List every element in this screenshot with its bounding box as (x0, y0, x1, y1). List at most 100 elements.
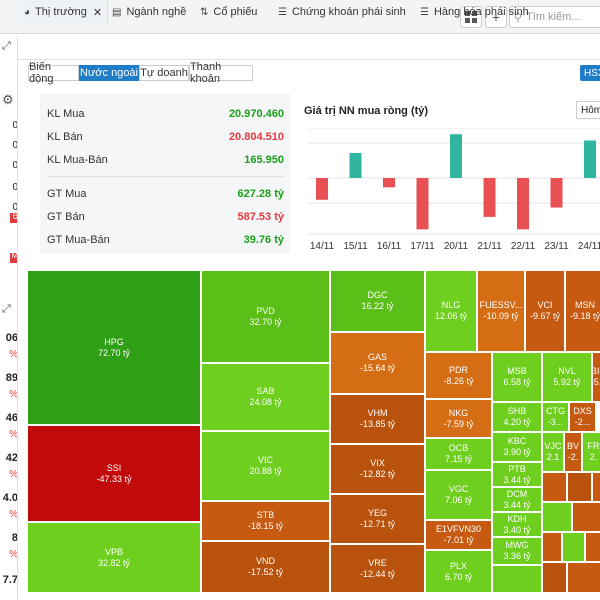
heatmap-cell-dxs[interactable]: DXS -2... (569, 402, 596, 432)
gear-icon[interactable]: ⚙ (2, 92, 14, 107)
heatmap-cell-sab[interactable]: SAB 24.08 tỷ (201, 363, 330, 431)
heatmap-cell-vhm[interactable]: VHM -13.85 tỷ (330, 394, 425, 444)
heatmap-value: -10.09 tỷ (483, 311, 519, 321)
heatmap-cell-bid[interactable]: BID-5.0 (592, 352, 600, 402)
heatmap-ticker: DXS (573, 406, 592, 416)
heatmap-value: 3.40 tỷ (503, 524, 531, 535)
heatmap-cell-ptb[interactable]: PTB 3.44 tỷ (492, 462, 542, 487)
heatmap-cell-gas[interactable]: GAS -15.64 tỷ (330, 332, 425, 394)
expand-icon[interactable]: ⤢ (2, 40, 11, 52)
heatmap-cell-vpb[interactable]: VPB 32.82 tỷ (27, 522, 201, 593)
heatmap-cell-small[interactable] (567, 472, 592, 502)
heatmap-cell-nlg[interactable]: NLG 12.06 tỷ (425, 270, 477, 352)
heatmap-cell-ctg[interactable]: CTG -3... (542, 402, 569, 432)
heatmap-cell-small[interactable] (542, 532, 562, 562)
heatmap-cell-ssi[interactable]: SSI -47.33 tỷ (27, 425, 201, 522)
heatmap-value: 7.06 tỷ (444, 495, 473, 505)
heatmap-cell-pvd[interactable]: PVD 32.70 tỷ (201, 270, 330, 363)
left-value: % (9, 429, 18, 440)
left-value: 4.0 (2, 492, 18, 504)
net-buy-chart (308, 128, 600, 235)
chart-bar (517, 178, 529, 230)
heatmap-cell-small[interactable] (542, 472, 567, 502)
add-icon[interactable]: + (485, 6, 507, 28)
left-value: 0 (12, 202, 18, 213)
tab-co-phieu[interactable]: ⇅ Cổ phiếu (200, 6, 258, 18)
exchange-select[interactable]: HSX (580, 65, 600, 81)
heatmap-cell-nvl[interactable]: NVL 5.92 tỷ (542, 352, 592, 402)
heatmap-cell-vre[interactable]: VRE -12.44 tỷ (330, 544, 425, 593)
heatmap-cell-small[interactable] (562, 532, 585, 562)
heatmap-value: -18.15 tỷ (247, 521, 284, 531)
heatmap-value: 32.82 tỷ (97, 557, 131, 568)
heatmap-cell-hpg[interactable]: HPG 72.70 tỷ (27, 270, 201, 425)
heatmap-ticker: HPG (104, 336, 124, 347)
left-value: 0 (12, 160, 18, 171)
heatmap-cell-vic[interactable]: VIC 20.88 tỷ (201, 431, 330, 501)
heatmap-cell-nkg[interactable]: NKG -7.59 tỷ (425, 399, 492, 438)
tab-chung-khoan-phai-sinh[interactable]: ☰ Chứng khoán phái sinh (278, 6, 406, 18)
tab-hang-hoa-phai-sinh[interactable]: ☰ Hàng hóa phái sinh (420, 6, 529, 18)
subtab-bien-dong[interactable]: Biến động (28, 61, 79, 85)
heatmap-ticker: BV (566, 441, 579, 451)
heatmap-ticker: OCB (448, 443, 469, 453)
chart-bar (383, 178, 395, 188)
heatmap-cell-small[interactable] (542, 562, 567, 593)
close-icon[interactable]: ✕ (92, 6, 103, 19)
heatmap-ticker: SSI (106, 462, 122, 473)
subtab-tu-doanh[interactable]: Tự doanh (139, 65, 189, 81)
heatmap-cell-shb[interactable]: SHB 4.20 tỷ (492, 402, 542, 432)
left-value: 0 (12, 140, 18, 151)
heatmap-ticker: MSN (575, 300, 595, 310)
heatmap-cell-kdh[interactable]: KDH 3.40 tỷ (492, 512, 542, 537)
heatmap-cell-fuessv[interactable]: FUESSV... -10.09 tỷ (477, 270, 525, 352)
stats-panel (40, 93, 290, 253)
search-input[interactable]: ⚲ Tìm kiếm... (509, 6, 600, 28)
search-placeholder: Tìm kiếm... (526, 11, 581, 23)
heatmap-cell-vgc[interactable]: VGC 7.06 tỷ (425, 470, 492, 520)
heatmap-cell-vjc[interactable]: VJC 2.1 (542, 432, 564, 472)
heatmap-cell-e1vfvn30[interactable]: E1VFVN30 -7.01 tỷ (425, 520, 492, 550)
heatmap-cell-vnd[interactable]: VND -17.52 tỷ (201, 541, 330, 593)
chart-bar (550, 178, 563, 208)
heatmap-cell-fr[interactable]: FR 2. (582, 432, 600, 472)
heatmap-cell-small[interactable] (542, 502, 572, 532)
heatmap-cell-vci[interactable]: VCI -9.67 tỷ (525, 270, 565, 352)
left-value: 46 (5, 412, 18, 424)
heatmap-cell-bv[interactable]: BV -2. (564, 432, 582, 472)
period-select[interactable]: Hôm (576, 101, 600, 119)
heatmap-cell-small[interactable] (567, 562, 600, 593)
chart-title: Giá trị NN mua ròng (tỷ) (304, 105, 429, 117)
heatmap-value: 3.44 tỷ (503, 474, 531, 485)
heatmap-cell-small[interactable] (585, 532, 600, 562)
grid-icon[interactable] (460, 6, 482, 28)
heatmap-cell-plx[interactable]: PLX 6.70 tỷ (425, 550, 492, 593)
tab-thi-truong[interactable]: ◕ Thị trường ✕ (18, 0, 108, 24)
tab-nganh-nghe[interactable]: ▤ Ngành nghề (112, 6, 187, 18)
heatmap-cell-dgc[interactable]: DGC 16.22 tỷ (330, 270, 425, 332)
subtab-nuoc-ngoai[interactable]: Nước ngoài (79, 65, 139, 81)
heatmap-cell-msb[interactable]: MSB 6.58 tỷ (492, 352, 542, 402)
subtab-thanh-khoan[interactable]: Thanh khoản (189, 61, 253, 85)
heatmap-cell-stb[interactable]: STB -18.15 tỷ (201, 501, 330, 541)
heatmap-cell-kbc[interactable]: KBC 3.90 tỷ (492, 432, 542, 462)
heatmap-cell-mwg[interactable]: MWG 3.36 tỷ (492, 537, 542, 565)
heatmap-cell-small[interactable] (492, 565, 542, 593)
heatmap-ticker: PVD (256, 305, 275, 316)
left-value: % (9, 549, 18, 560)
heatmap-cell-yeg[interactable]: YEG -12.71 tỷ (330, 494, 425, 544)
heatmap-cell-pdr[interactable]: PDR -8.26 tỷ (425, 352, 492, 399)
heatmap-cell-small[interactable] (592, 472, 600, 502)
heatmap-cell-dcm[interactable]: DCM 3.44 tỷ (492, 487, 542, 512)
heatmap-ticker: VND (255, 556, 275, 566)
expand-icon[interactable]: ⤢ (2, 303, 11, 315)
stat-label: GT Mua (47, 188, 87, 200)
heatmap-ticker: E1VFVN30 (435, 524, 482, 534)
heatmap-cell-ocb[interactable]: OCB 7.15 tỷ (425, 438, 492, 470)
heatmap-ticker: VPB (104, 546, 123, 557)
heatmap-cell-msn[interactable]: MSN -9.18 tỷ (565, 270, 600, 352)
heatmap-cell-vix[interactable]: VIX -12.82 tỷ (330, 444, 425, 494)
heatmap-ticker: VJC (544, 441, 562, 451)
heatmap-ticker: MSB (507, 366, 527, 376)
heatmap-cell-small[interactable] (572, 502, 600, 532)
